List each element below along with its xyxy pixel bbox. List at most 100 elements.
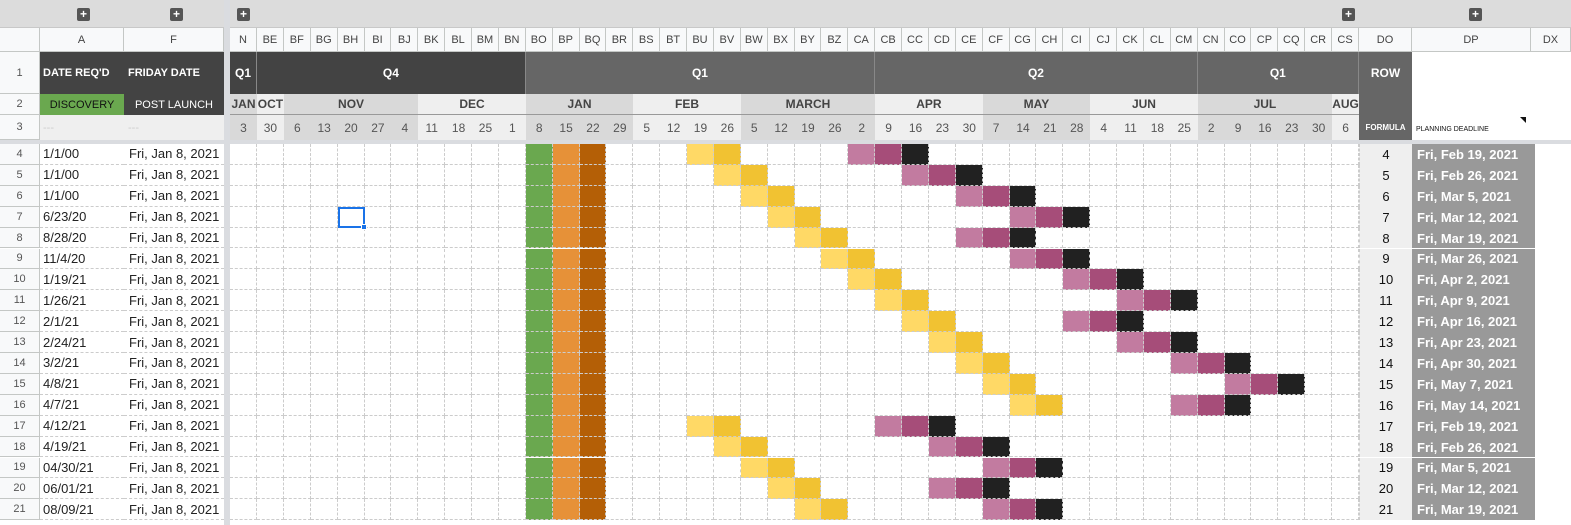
gantt-cell-BK5[interactable]: [418, 164, 446, 186]
gantt-cell-CJ10[interactable]: [1090, 269, 1118, 291]
column-header-CE[interactable]: CE: [955, 28, 983, 52]
gantt-cell-CN13[interactable]: [1197, 332, 1225, 353]
gantt-cell-BY21[interactable]: [794, 499, 822, 521]
gantt-cell-BS11[interactable]: [633, 290, 661, 312]
gantt-cell-BS8[interactable]: [633, 227, 661, 249]
gantt-cell-BT4[interactable]: [660, 144, 688, 165]
date-required-cell[interactable]: 1/1/00: [40, 186, 124, 207]
gantt-cell-CO11[interactable]: [1224, 290, 1252, 312]
column-header-CH[interactable]: CH: [1036, 28, 1064, 52]
gantt-cell-BV13[interactable]: [713, 332, 741, 353]
gantt-cell-BM14[interactable]: [472, 353, 499, 374]
planning-deadline-cell[interactable]: Fri, Feb 19, 2021: [1412, 144, 1535, 165]
gantt-cell-CA8[interactable]: [848, 227, 876, 249]
gantt-cell-BP12[interactable]: [552, 311, 580, 333]
gantt-cell-CL14[interactable]: [1143, 353, 1171, 374]
gantt-cell-CB16[interactable]: [875, 394, 903, 416]
date-required-cell[interactable]: 06/01/21: [40, 478, 124, 500]
gantt-cell-BK15[interactable]: [418, 373, 446, 395]
gantt-cell-CD9[interactable]: [928, 248, 956, 270]
gantt-cell-BZ16[interactable]: [821, 394, 849, 416]
gantt-cell-BE11[interactable]: [257, 290, 284, 312]
gantt-cell-BO4[interactable]: [525, 144, 553, 165]
planning-deadline-cell[interactable]: Fri, Mar 12, 2021: [1412, 206, 1535, 228]
gantt-cell-CJ14[interactable]: [1090, 353, 1118, 374]
gantt-cell-BH15[interactable]: [337, 373, 365, 395]
column-header-BX[interactable]: BX: [767, 28, 795, 52]
gantt-cell-CA12[interactable]: [848, 311, 876, 333]
gantt-cell-BE19[interactable]: [257, 457, 284, 479]
gantt-cell-BR6[interactable]: [606, 185, 634, 207]
gantt-cell-CC9[interactable]: [902, 248, 929, 270]
gantt-cell-CO6[interactable]: [1224, 185, 1252, 207]
gantt-cell-BG21[interactable]: [310, 499, 338, 521]
planning-deadline-header[interactable]: PLANNING DEADLINE: [1416, 126, 1489, 133]
gantt-cell-BR17[interactable]: [606, 415, 634, 437]
gantt-cell-CK10[interactable]: [1117, 269, 1144, 291]
gantt-cell-BT8[interactable]: [660, 227, 688, 249]
gantt-cell-CE9[interactable]: [955, 248, 983, 270]
gantt-cell-BY11[interactable]: [794, 290, 822, 312]
gantt-cell-BK21[interactable]: [418, 499, 446, 521]
gantt-cell-CM11[interactable]: [1170, 290, 1198, 312]
gantt-cell-BT12[interactable]: [660, 311, 688, 333]
gantt-cell-N10[interactable]: [230, 269, 257, 291]
gantt-cell-CD21[interactable]: [928, 499, 956, 521]
gantt-cell-CK6[interactable]: [1117, 185, 1144, 207]
gantt-cell-CM20[interactable]: [1170, 478, 1198, 500]
gantt-cell-BX5[interactable]: [767, 164, 795, 186]
gantt-cell-BF14[interactable]: [283, 353, 311, 374]
gantt-cell-CB6[interactable]: [875, 185, 903, 207]
row-formula-cell[interactable]: 19: [1359, 457, 1412, 479]
gantt-cell-CR14[interactable]: [1305, 353, 1333, 374]
gantt-cell-BG10[interactable]: [310, 269, 338, 291]
gantt-cell-BZ21[interactable]: [821, 499, 849, 521]
gantt-cell-BW15[interactable]: [740, 373, 768, 395]
gantt-cell-CE19[interactable]: [955, 457, 983, 479]
gantt-cell-BW7[interactable]: [740, 206, 768, 228]
selected-cell-outline[interactable]: [337, 206, 365, 228]
gantt-cell-CF4[interactable]: [982, 144, 1010, 165]
gantt-cell-CQ7[interactable]: [1278, 206, 1306, 228]
row-formula-cell[interactable]: 16: [1359, 394, 1412, 416]
gantt-cell-CG12[interactable]: [1009, 311, 1037, 333]
gantt-cell-CR6[interactable]: [1305, 185, 1333, 207]
gantt-cell-BH19[interactable]: [337, 457, 365, 479]
gantt-cell-CN17[interactable]: [1197, 415, 1225, 437]
planning-deadline-cell[interactable]: Fri, Feb 19, 2021: [1412, 415, 1535, 437]
gantt-cell-CA10[interactable]: [848, 269, 876, 291]
gantt-cell-BH9[interactable]: [337, 248, 365, 270]
gantt-cell-CG18[interactable]: [1009, 436, 1037, 458]
gantt-cell-BJ6[interactable]: [391, 185, 419, 207]
row-formula-cell[interactable]: 11: [1359, 290, 1412, 312]
gantt-cell-BO11[interactable]: [525, 290, 553, 312]
gantt-cell-BR8[interactable]: [606, 227, 634, 249]
gantt-cell-N17[interactable]: [230, 415, 257, 437]
gantt-cell-BV9[interactable]: [713, 248, 741, 270]
gantt-cell-CF16[interactable]: [982, 394, 1010, 416]
gantt-cell-BZ12[interactable]: [821, 311, 849, 333]
gantt-cell-BG4[interactable]: [310, 144, 338, 165]
gantt-cell-CK19[interactable]: [1117, 457, 1144, 479]
gantt-cell-CM5[interactable]: [1170, 164, 1198, 186]
gantt-cell-BU15[interactable]: [687, 373, 714, 395]
gantt-cell-BQ5[interactable]: [579, 164, 607, 186]
gantt-cell-CN9[interactable]: [1197, 248, 1225, 270]
gantt-cell-BV18[interactable]: [713, 436, 741, 458]
gantt-cell-CS10[interactable]: [1332, 269, 1359, 291]
frozen-row-divider[interactable]: [0, 140, 1571, 144]
gantt-cell-CJ8[interactable]: [1090, 227, 1118, 249]
row-header-5[interactable]: 5: [0, 164, 40, 186]
gantt-cell-CO12[interactable]: [1224, 311, 1252, 333]
gantt-cell-CM4[interactable]: [1170, 144, 1198, 165]
gantt-cell-CF11[interactable]: [982, 290, 1010, 312]
gantt-cell-BO7[interactable]: [525, 206, 553, 228]
gantt-cell-CI5[interactable]: [1063, 164, 1091, 186]
gantt-cell-BM21[interactable]: [472, 499, 499, 521]
gantt-cell-CI4[interactable]: [1063, 144, 1091, 165]
gantt-cell-CO7[interactable]: [1224, 206, 1252, 228]
gantt-cell-BM4[interactable]: [472, 144, 499, 165]
gantt-cell-CF6[interactable]: [982, 185, 1010, 207]
gantt-cell-BE21[interactable]: [257, 499, 284, 521]
gantt-cell-CF8[interactable]: [982, 227, 1010, 249]
